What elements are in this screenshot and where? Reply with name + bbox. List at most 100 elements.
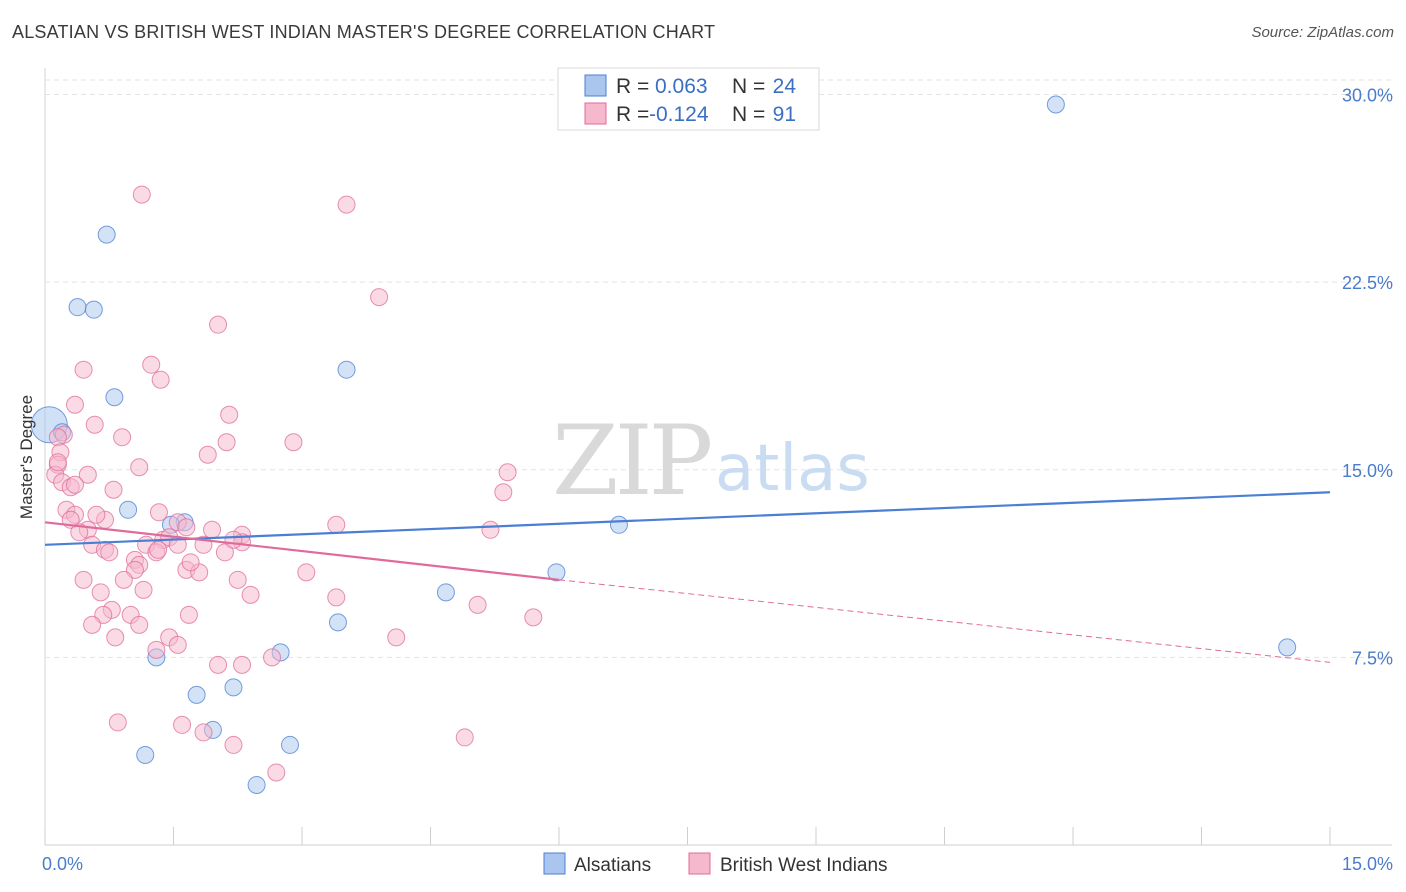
bwi-point-0 [132, 185, 151, 204]
chart-title: ALSATIAN VS BRITISH WEST INDIAN MASTER'S… [12, 22, 716, 42]
bwi-point-86 [87, 505, 106, 524]
bwi-point-6 [151, 370, 170, 389]
series-label-british-west-indians: British West Indians [720, 855, 888, 876]
alsatian-point-3 [68, 298, 87, 317]
x-tick-label-1: 15.0% [1342, 854, 1393, 874]
bwi-point-13 [284, 433, 303, 452]
alsatian-point-13 [436, 583, 455, 602]
alsatian-point-20 [136, 745, 155, 764]
bwi-point-70 [83, 615, 102, 634]
alsatian-point-14 [328, 613, 347, 632]
y-tick-label-2: 22.5% [1342, 273, 1393, 293]
bwi-point-72 [106, 628, 125, 647]
bwi-point-61 [134, 580, 153, 599]
bwi-point-25 [65, 475, 84, 494]
bwi-point-56 [228, 570, 247, 589]
legend-swatch-blue [584, 74, 607, 97]
bwi-point-21 [498, 463, 517, 482]
y-tick-label-0: 7.5% [1352, 648, 1393, 668]
legend-n-label-blue: N = [732, 75, 765, 98]
legend-n-value-pink: 91 [773, 103, 796, 126]
bwi-point-47 [100, 543, 119, 562]
trend-lines [44, 491, 1331, 663]
bwi-point-77 [387, 628, 406, 647]
watermark-atlas: atlas [715, 432, 870, 506]
bwi-trend-extension [558, 579, 1331, 663]
alsatian-point-18 [187, 685, 206, 704]
bwi-point-63 [327, 588, 346, 607]
grid-lines [45, 79, 1392, 658]
bwi-point-31 [149, 503, 168, 522]
legend-n-label-pink: N = [732, 103, 765, 126]
bwi-point-67 [179, 605, 198, 624]
bwi-point-12 [217, 433, 236, 452]
alsatian-point-12 [547, 563, 566, 582]
correlation-legend: R = 0.063 N = 24 R = -0.124 N = 91 [557, 67, 820, 131]
bwi-point-16 [198, 445, 217, 464]
alsatian-point-21 [281, 735, 300, 754]
bwi-point-69 [524, 608, 543, 627]
bwi-point-8 [220, 405, 239, 424]
bwi-point-60 [91, 583, 110, 602]
bwi-point-59 [114, 570, 133, 589]
bwi-point-37 [327, 515, 346, 534]
bwi-point-88 [224, 530, 243, 549]
series-legend: Alsatians British West Indians [543, 852, 888, 876]
legend-r-value-pink: -0.124 [649, 103, 709, 126]
bwi-point-17 [130, 458, 149, 477]
bwi-point-38 [481, 520, 500, 539]
x-tick-label-0: 0.0% [42, 854, 83, 874]
y-tick-labels: 7.5% 15.0% 22.5% 30.0% [1342, 86, 1393, 669]
bwi-point-83 [224, 735, 243, 754]
alsatian-point-17 [224, 678, 243, 697]
series-swatch-alsatians [543, 852, 566, 875]
axes [44, 68, 1392, 846]
bwi-point-82 [194, 723, 213, 742]
bwi-point-20 [78, 465, 97, 484]
bwi-point-85 [267, 763, 286, 782]
alsatian-point-11 [609, 515, 628, 534]
bwi-point-2 [370, 288, 389, 307]
alsatian-point-7 [1046, 95, 1065, 114]
watermark-zip: ZIP [552, 405, 711, 517]
bwi-point-10 [113, 428, 132, 447]
bwi-point-58 [74, 570, 93, 589]
y-axis-label: Master's Degree [17, 395, 36, 519]
alsatian-trend-line [44, 491, 1331, 546]
bwi-point-78 [209, 655, 228, 674]
x-tick-labels: 0.0% 15.0% [42, 854, 1393, 874]
bwi-point-5 [74, 360, 93, 379]
bwi-trend-line [44, 521, 560, 581]
data-points [30, 95, 1297, 794]
bwi-point-81 [173, 715, 192, 734]
bwi-point-35 [203, 520, 222, 539]
alsatian-point-2 [97, 225, 116, 244]
series-swatch-british-west-indians [688, 852, 711, 875]
source-credit: Source: ZipAtlas.com [1251, 24, 1394, 41]
bwi-point-14 [48, 428, 67, 447]
bwi-point-71 [130, 615, 149, 634]
legend-swatch-pink [584, 102, 607, 125]
legend-r-label-pink: R = [616, 103, 649, 126]
bwi-point-26 [494, 483, 513, 502]
bwi-point-62 [241, 585, 260, 604]
bwi-point-76 [263, 648, 282, 667]
y-tick-label-1: 15.0% [1342, 461, 1393, 481]
bwi-point-68 [468, 595, 487, 614]
bwi-point-34 [177, 518, 196, 537]
legend-n-value-blue: 24 [773, 75, 797, 98]
alsatian-point-23 [1278, 638, 1297, 657]
bwi-point-46 [149, 540, 168, 559]
bwi-point-87 [48, 453, 67, 472]
bwi-point-89 [181, 553, 200, 572]
bwi-point-1 [337, 195, 356, 214]
bwi-point-49 [215, 543, 234, 562]
bwi-point-84 [455, 728, 474, 747]
bwi-point-9 [85, 415, 104, 434]
legend-r-label-blue: R = [616, 75, 649, 98]
series-label-alsatians: Alsatians [574, 855, 651, 876]
bwi-point-57 [297, 563, 316, 582]
legend-r-value-blue: 0.063 [655, 75, 708, 98]
alsatian-point-8 [119, 500, 138, 519]
